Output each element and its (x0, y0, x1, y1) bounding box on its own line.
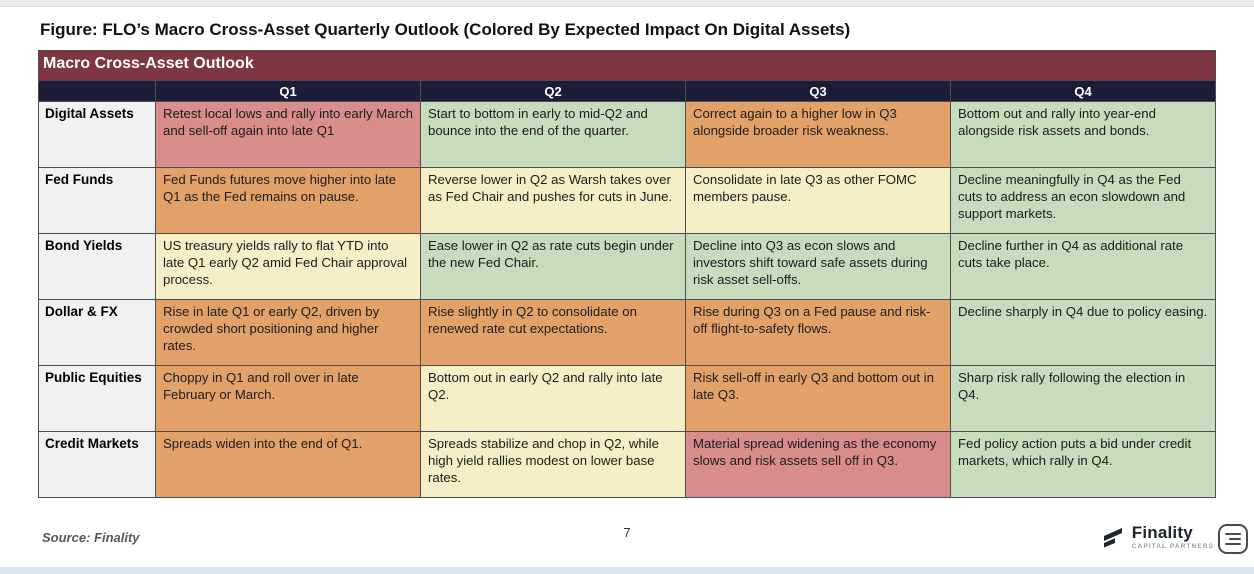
table-title: Macro Cross-Asset Outlook (37, 50, 1217, 81)
outlook-cell: Rise in late Q1 or early Q2, driven by c… (155, 299, 421, 366)
page-number: 7 (623, 525, 631, 540)
logo-subtitle: CAPITAL PARTNERS (1131, 543, 1214, 550)
outlook-cell: Bottom out in early Q2 and rally into la… (420, 365, 686, 432)
table-row: Digital Assets Retest local lows and rall… (38, 101, 1217, 168)
outlook-cell: Rise slightly in Q2 to consolidate on re… (420, 299, 686, 366)
outlook-cell: Risk sell-off in early Q3 and bottom out… (685, 365, 951, 432)
corner-header-cell (38, 80, 156, 102)
outlook-cell: Start to bottom in early to mid-Q2 and b… (420, 101, 686, 168)
outlook-cell: Correct again to a higher low in Q3 alon… (685, 101, 951, 168)
outlook-cell: Spreads stabilize and chop in Q2, while … (420, 431, 686, 498)
quarter-header-row: Q1 Q2 Q3 Q4 (38, 80, 1217, 102)
screenshot-overlay-button[interactable] (1218, 524, 1248, 554)
row-label: Public Equities (38, 365, 156, 432)
finality-logo-icon (1099, 524, 1125, 550)
lines-icon (1225, 530, 1241, 548)
outlook-table: Macro Cross-Asset Outlook Q1 Q2 Q3 Q4 Digit… (37, 50, 1217, 498)
outlook-cell: Decline meaningfully in Q4 as the Fed cu… (949, 167, 1217, 234)
outlook-cell: Sharp risk rally following the election … (949, 365, 1217, 432)
outlook-table-body: Digital Assets Retest local lows and rall… (38, 101, 1217, 498)
outlook-cell: Bottom out and rally into year-end along… (949, 101, 1217, 168)
top-edge-strip (0, 0, 1254, 7)
quarter-header-q3: Q3 (685, 80, 951, 102)
table-row: Bond Yields US treasury yields rally to f… (38, 233, 1217, 300)
outlook-cell: Retest local lows and rally into early M… (155, 101, 421, 168)
row-label: Digital Assets (38, 101, 156, 168)
row-label: Fed Funds (38, 167, 156, 234)
outlook-cell: Ease lower in Q2 as rate cuts begin unde… (420, 233, 686, 300)
outlook-cell: Fed policy action puts a bid under credi… (949, 431, 1217, 498)
outlook-cell: Spreads widen into the end of Q1. (155, 431, 421, 498)
source-label: Source: Finality (42, 530, 140, 545)
finality-logo-text: Finality CAPITAL PARTNERS (1132, 524, 1214, 551)
row-label: Credit Markets (38, 431, 156, 498)
row-label: Bond Yields (38, 233, 156, 300)
table-row: Public Equities Choppy in Q1 and roll ove… (38, 365, 1217, 432)
outlook-cell: Decline into Q3 as econ slows and invest… (685, 233, 951, 300)
outlook-cell: Choppy in Q1 and roll over in late Febru… (155, 365, 421, 432)
bottom-edge-strip (0, 567, 1254, 574)
outlook-cell: Reverse lower in Q2 as Warsh takes over … (420, 167, 686, 234)
quarter-header-q2: Q2 (420, 80, 686, 102)
outlook-cell: Consolidate in late Q3 as other FOMC mem… (685, 167, 951, 234)
table-row: Fed Funds Fed Funds futures move higher i… (38, 167, 1217, 234)
outlook-cell: Material spread widening as the economy … (685, 431, 951, 498)
outlook-cell: Rise during Q3 on a Fed pause and risk-o… (685, 299, 951, 366)
outlook-cell: US treasury yields rally to flat YTD int… (155, 233, 421, 300)
table-row: Dollar & FX Rise in late Q1 or early Q2, … (38, 299, 1217, 366)
quarter-header-q1: Q1 (155, 80, 421, 102)
quarter-header-q4: Q4 (949, 80, 1217, 102)
finality-logo: Finality CAPITAL PARTNERS (1099, 524, 1214, 551)
table-title-row: Macro Cross-Asset Outlook (37, 50, 1217, 81)
outlook-cell: Fed Funds futures move higher into late … (155, 167, 421, 234)
outlook-cell: Decline further in Q4 as additional rate… (949, 233, 1217, 300)
row-label: Dollar & FX (38, 299, 156, 366)
table-row: Credit Markets Spreads widen into the end… (38, 431, 1217, 498)
outlook-cell: Decline sharply in Q4 due to policy easi… (949, 299, 1217, 366)
logo-name: Finality (1131, 523, 1193, 542)
figure-title: Figure: FLO’s Macro Cross-Asset Quarterl… (40, 20, 851, 39)
